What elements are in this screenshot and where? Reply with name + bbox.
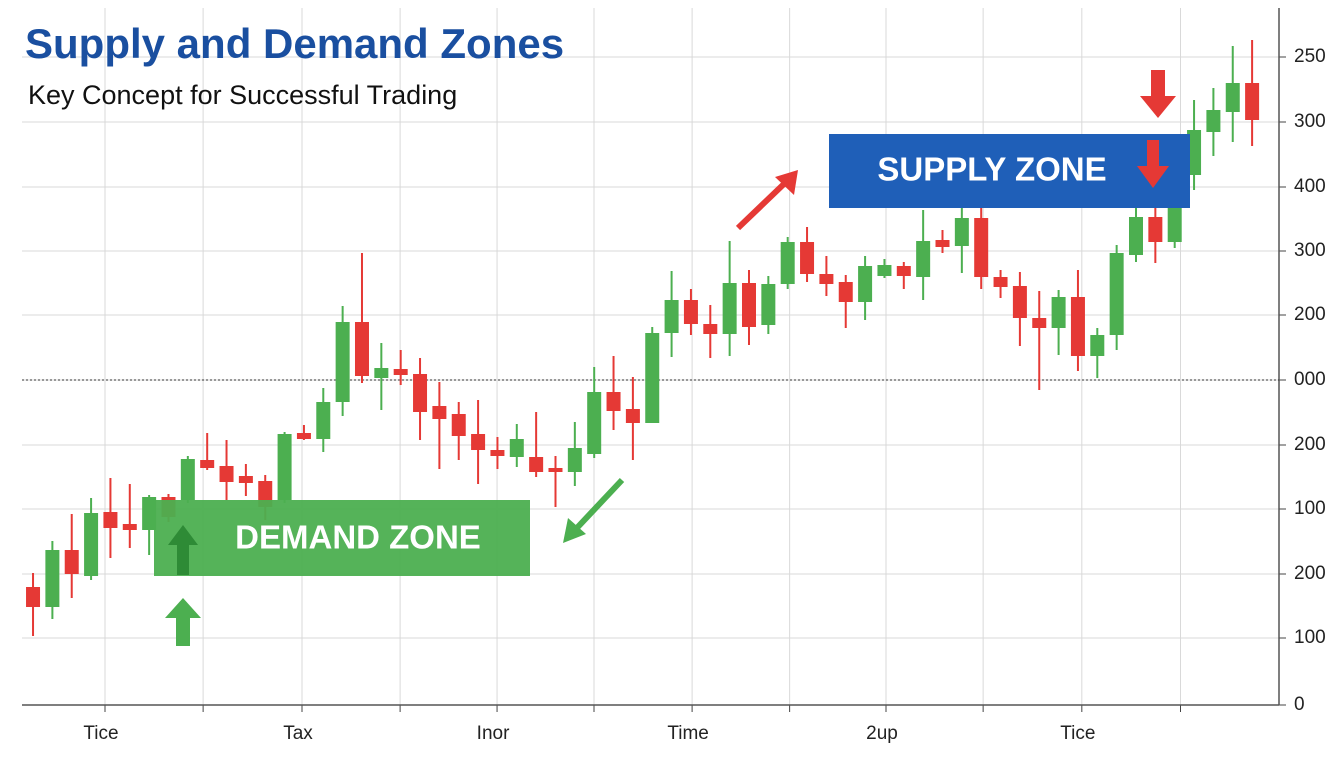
- candle-body: [1051, 297, 1066, 328]
- supply-zone-box: [829, 134, 1190, 208]
- candle-body: [200, 460, 215, 468]
- candle-body: [64, 550, 79, 574]
- candle-body: [84, 513, 99, 576]
- candle-body: [587, 392, 602, 454]
- candle-body: [490, 450, 505, 456]
- candle-body: [471, 434, 486, 450]
- candle-body: [529, 457, 544, 472]
- candle-body: [625, 409, 640, 423]
- candle-body: [858, 266, 873, 302]
- candle-body: [45, 550, 60, 607]
- candle-body: [800, 242, 815, 274]
- overlay: DEMAND ZONE SUPPLY ZONE: [154, 70, 1190, 646]
- chart-title: Supply and Demand Zones: [25, 20, 564, 67]
- arrow: [775, 170, 798, 195]
- candle-body: [238, 476, 253, 483]
- candle-body: [122, 524, 137, 530]
- candles: [26, 40, 1260, 636]
- candle-body: [1090, 335, 1105, 356]
- candle-body: [393, 369, 408, 375]
- y-tick-label: 100: [1294, 498, 1326, 519]
- y-tick-label: 250: [1294, 46, 1326, 67]
- candle-body: [683, 300, 698, 324]
- y-tick-label: 200: [1294, 434, 1326, 455]
- candle-body: [548, 468, 563, 472]
- candle-body: [1109, 253, 1124, 335]
- candle-body: [567, 448, 582, 472]
- candle-body: [838, 282, 853, 302]
- candle-body: [780, 242, 795, 284]
- candle-body: [722, 283, 737, 334]
- candle-body: [954, 218, 969, 246]
- demand-zone-box: [154, 500, 530, 576]
- candle-body: [877, 265, 892, 276]
- candle-body: [974, 218, 989, 277]
- arrow: [1140, 70, 1176, 118]
- candle-body: [1245, 83, 1260, 120]
- candle-body: [316, 402, 331, 439]
- x-tick-label: Tice: [83, 723, 118, 744]
- candle-body: [819, 274, 834, 284]
- x-tick-label: Time: [667, 723, 709, 744]
- chart-subtitle: Key Concept for Successful Trading: [28, 80, 457, 110]
- candle-body: [26, 587, 41, 607]
- candle-body: [741, 283, 756, 327]
- supply-zone-label: SUPPLY ZONE: [877, 151, 1106, 188]
- arrow: [735, 179, 789, 231]
- demand-zone-label: DEMAND ZONE: [235, 519, 481, 556]
- candle-body: [1225, 83, 1240, 112]
- candle-body: [993, 277, 1008, 287]
- arrow: [165, 598, 201, 646]
- candle-body: [916, 241, 931, 277]
- x-tick-label: Tice: [1060, 723, 1095, 744]
- y-tick-label: 400: [1294, 176, 1326, 197]
- y-tick-label: 100: [1294, 627, 1326, 648]
- candle-body: [451, 414, 466, 436]
- candle-body: [606, 392, 621, 411]
- candle-body: [180, 459, 195, 500]
- candle-body: [335, 322, 350, 402]
- candle-body: [1070, 297, 1085, 356]
- candle-body: [664, 300, 679, 333]
- candle-body: [432, 406, 447, 419]
- arrow: [1137, 140, 1169, 188]
- candle-body: [1129, 217, 1144, 255]
- candle-body: [703, 324, 718, 334]
- arrow: [168, 525, 198, 575]
- candle-body: [142, 497, 157, 530]
- y-tick-label: 200: [1294, 304, 1326, 325]
- candle-body: [896, 266, 911, 276]
- candle-body: [1012, 286, 1027, 318]
- x-tick-label: Inor: [477, 723, 510, 744]
- candle-body: [1206, 110, 1221, 132]
- candle-body: [761, 284, 776, 325]
- candle-body: [645, 333, 660, 423]
- candle-body: [296, 433, 311, 439]
- candle-body: [509, 439, 524, 457]
- candle-body: [277, 434, 292, 500]
- candle-body: [219, 466, 234, 482]
- y-tick-label: 0: [1294, 694, 1305, 715]
- grid: [22, 8, 1286, 712]
- candle-body: [1032, 318, 1047, 328]
- y-tick-label: 300: [1294, 111, 1326, 132]
- y-tick-label: 200: [1294, 563, 1326, 584]
- x-tick-label: 2up: [866, 723, 898, 744]
- x-tick-label: Tax: [283, 723, 313, 744]
- y-tick-label: 000: [1294, 369, 1326, 390]
- y-tick-label: 300: [1294, 240, 1326, 261]
- candle-body: [1148, 217, 1163, 242]
- candle-body: [374, 368, 389, 378]
- candle-body: [935, 240, 950, 247]
- candle-body: [103, 512, 118, 528]
- arrow: [572, 477, 625, 533]
- arrow: [563, 518, 586, 543]
- candle-body: [1187, 130, 1202, 175]
- candle-body: [354, 322, 369, 376]
- candle-body: [413, 374, 428, 412]
